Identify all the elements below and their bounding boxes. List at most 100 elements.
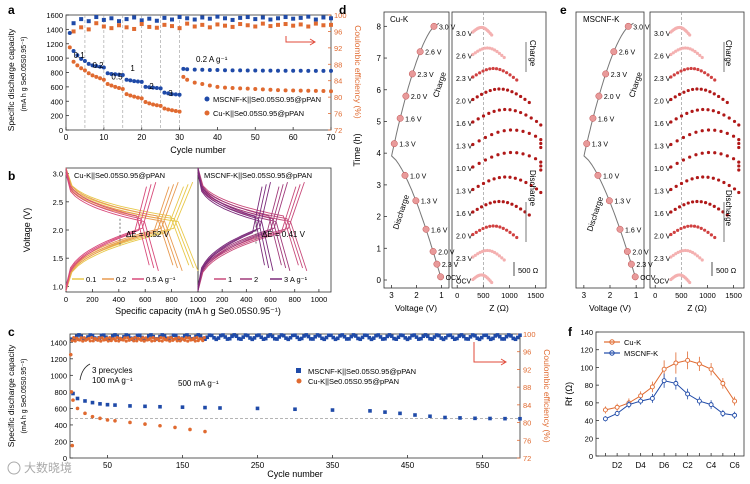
panel-e-vtick-label: 2: [608, 291, 613, 300]
panel-b-ytick-label: 3.0: [53, 170, 63, 179]
panel-c-ce-mscnf-point: [209, 333, 214, 338]
panel-c-precycle-point: [68, 352, 73, 357]
panel-a-ce-mscnf-point: [268, 17, 273, 22]
panel-c-xtick-label: 550: [476, 461, 490, 470]
panel-d-eis-point: [492, 87, 497, 92]
panel-c-y2tick-label: 96: [523, 348, 531, 357]
panel-a-cu-point: [260, 87, 265, 92]
panel-b-legend-2: 2: [254, 275, 258, 284]
panel-a-mscnf-point: [135, 79, 140, 84]
panel-d-eis-point: [502, 151, 506, 155]
legend-mscnf-marker: [204, 96, 210, 102]
panel-a-mscnf-point: [151, 85, 156, 90]
panel-a-mscnf-point: [166, 91, 171, 96]
panel-d-eis-point: [490, 280, 494, 285]
panel-d-eis-point: [492, 200, 497, 204]
panel-c-ce-mscnf-point: [493, 334, 498, 338]
panel-a-ce-mscnf-point: [79, 17, 84, 22]
panel-c-ce-mscnf-point: [225, 337, 230, 341]
panel-d-charge-right: Charge: [528, 40, 537, 67]
panel-e-eis-point: [681, 249, 685, 253]
panel-c-ce-mscnf-point: [308, 337, 313, 341]
panel-c-ce-mscnf-point: [488, 337, 493, 342]
panel-e-measure-point: [583, 140, 591, 148]
panel-a-ce-mscnf-point: [313, 17, 318, 22]
panel-b-right-title: MSCNF-K||Se0.05S0.95@pPAN: [204, 171, 312, 180]
panel-a-y2tick-label: 92: [334, 44, 342, 53]
panel-d-eis-point: [476, 184, 480, 188]
panel-e-eis-point: [686, 88, 690, 93]
panel-e-eis-point: [737, 164, 741, 168]
panel-e-scale: 500 Ω: [716, 266, 737, 275]
panel-c-xtick-label: 50: [103, 461, 112, 470]
panel-d-eis-point: [490, 249, 494, 253]
panel-c-rate: 500 mA g⁻¹: [178, 379, 219, 388]
panel-c-ce-mscnf-point: [106, 337, 111, 342]
panel-e-voltage-label: 3.0 V: [633, 24, 650, 31]
panel-f-xtick-label: D6: [659, 461, 670, 470]
panel-c-ce-mscnf-point: [302, 334, 306, 338]
panel-a-ce-cu-point: [192, 24, 197, 29]
panel-e-eis-point: [678, 47, 683, 51]
panel-a-ce-mscnf-point: [283, 15, 288, 20]
panel-a-cu-point: [154, 103, 159, 108]
panel-c-ce-mscnf-point: [479, 335, 484, 340]
panel-e-voltage-label: 1.3 V: [614, 199, 631, 206]
panel-e-eis-point: [681, 46, 685, 50]
panel-c-xtick-label: 350: [326, 461, 340, 470]
panel-f-point: [696, 398, 702, 404]
panel-a-ce-mscnf-point: [238, 15, 243, 20]
panel-c-ce-mscnf-point: [425, 334, 430, 339]
panel-d-measure-point: [396, 114, 404, 122]
panel-d-eis-point: [492, 250, 497, 255]
panel-e-eis-point: [686, 224, 690, 228]
panel-c-ce-cu-point: [132, 339, 136, 343]
panel-c-ce-mscnf-point: [482, 333, 486, 338]
legend-f-cu-marker: [609, 339, 615, 345]
panel-b-right-discharge-curve: [197, 167, 282, 266]
panel-d-eis-point: [529, 183, 533, 188]
panel-c-ce-mscnf-point: [299, 336, 304, 341]
panel-f-xtick-label: D2: [612, 461, 623, 470]
panel-c-precycle-point: [69, 390, 74, 394]
panel-e-eis-point: [737, 123, 741, 127]
panel-a-ce-mscnf-point: [276, 16, 280, 21]
panel-a-cu-point: [268, 87, 273, 92]
panel-c-ce-cu-point: [166, 336, 170, 340]
panel-a-cu-point: [253, 87, 258, 92]
panel-a-mscnf-point: [79, 56, 84, 61]
panel-a-cu-point: [82, 68, 87, 73]
panel-e-eis-point: [700, 129, 704, 133]
panel-a-mscnf-point: [298, 68, 303, 73]
legend-f-mscnf-marker: [609, 350, 615, 356]
panel-e-eis-point: [725, 131, 729, 136]
panel-a-cu-point: [192, 80, 197, 85]
panel-c-mscnf-point: [128, 404, 132, 408]
panel-c-ce-mscnf-point: [432, 335, 437, 339]
panel-e-eis-point: [700, 151, 704, 155]
panel-a-y2tick-label: 76: [334, 110, 342, 119]
panel-e-eis-point: [674, 252, 678, 256]
panel-c-ce-mscnf-point: [347, 337, 351, 341]
panel-b-right-discharge-curve: [197, 167, 299, 266]
panel-d-eis-point: [497, 175, 502, 180]
panel-c-ce-mscnf-point: [477, 337, 482, 342]
panel-d-eis-point: [519, 178, 523, 182]
panel-a-cu-point: [151, 102, 156, 107]
panel-c-ce-cu-point: [73, 339, 77, 343]
panel-c-ce-mscnf-point: [502, 337, 507, 341]
panel-c-y2tick-label: 76: [523, 436, 531, 445]
panel-a-plot: 0 10 20 30 40 50 60 70 0 200 400 600 800 1000 1200 1400…: [46, 11, 346, 142]
panel-f-legend-cu: Cu-K: [624, 338, 641, 347]
panel-e-eis-point: [699, 87, 703, 91]
panel-b-left-charge-curve: [65, 186, 170, 292]
panel-d-eis-point: [478, 71, 482, 75]
panel-c-ce-mscnf-point: [389, 334, 394, 338]
panel-c-ce-mscnf-point: [230, 334, 234, 339]
legend-cu-marker: [204, 110, 210, 116]
panel-d-eis-point: [505, 228, 509, 232]
panel-e-eis-point: [692, 67, 697, 71]
panel-d-eis-point: [513, 109, 517, 113]
panel-a-mscnf-point: [109, 71, 114, 76]
panel-e-eis-point: [671, 253, 675, 257]
